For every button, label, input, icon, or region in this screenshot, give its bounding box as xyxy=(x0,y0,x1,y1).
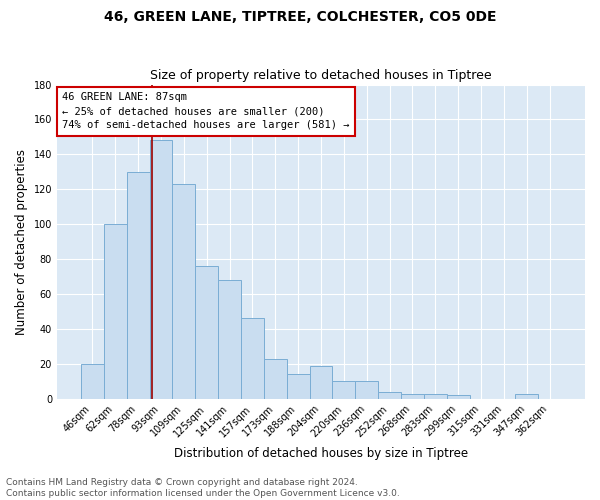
Bar xyxy=(127,172,149,399)
Bar xyxy=(355,382,378,399)
Bar xyxy=(446,396,470,399)
Bar xyxy=(378,392,401,399)
Title: Size of property relative to detached houses in Tiptree: Size of property relative to detached ho… xyxy=(150,69,492,82)
Bar xyxy=(218,280,241,399)
Bar xyxy=(81,364,104,399)
Bar xyxy=(104,224,127,399)
Text: 46, GREEN LANE, TIPTREE, COLCHESTER, CO5 0DE: 46, GREEN LANE, TIPTREE, COLCHESTER, CO5… xyxy=(104,10,496,24)
X-axis label: Distribution of detached houses by size in Tiptree: Distribution of detached houses by size … xyxy=(174,447,468,460)
Bar xyxy=(424,394,446,399)
Bar xyxy=(264,358,287,399)
Text: 46 GREEN LANE: 87sqm
← 25% of detached houses are smaller (200)
74% of semi-deta: 46 GREEN LANE: 87sqm ← 25% of detached h… xyxy=(62,92,350,130)
Bar xyxy=(332,382,355,399)
Bar xyxy=(241,318,264,399)
Y-axis label: Number of detached properties: Number of detached properties xyxy=(15,148,28,334)
Bar xyxy=(401,394,424,399)
Text: Contains HM Land Registry data © Crown copyright and database right 2024.
Contai: Contains HM Land Registry data © Crown c… xyxy=(6,478,400,498)
Bar xyxy=(149,140,172,399)
Bar xyxy=(310,366,332,399)
Bar xyxy=(287,374,310,399)
Bar xyxy=(195,266,218,399)
Bar xyxy=(515,394,538,399)
Bar xyxy=(172,184,195,399)
